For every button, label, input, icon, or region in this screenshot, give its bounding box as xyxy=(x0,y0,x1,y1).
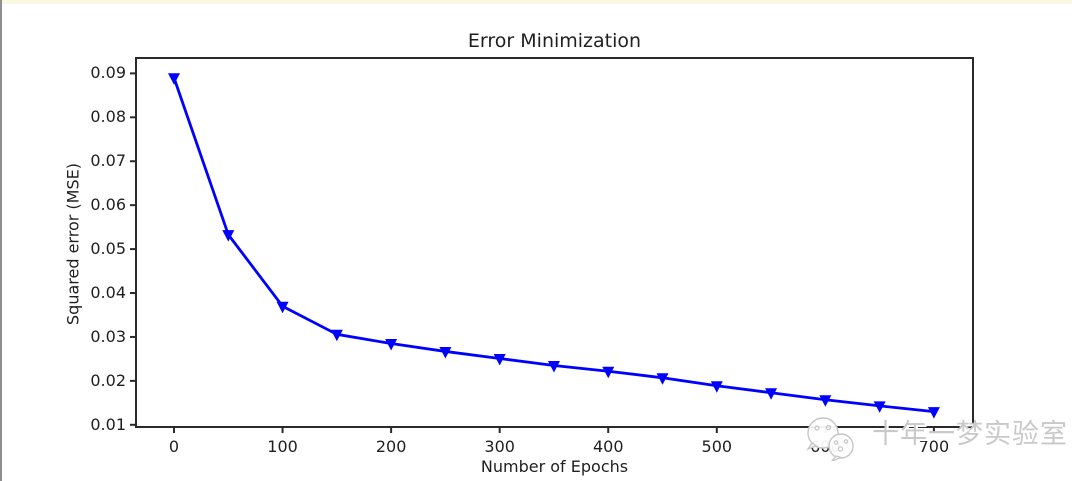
data-point-marker xyxy=(493,353,506,366)
x-tick-label: 300 xyxy=(484,437,515,456)
x-tick-label: 700 xyxy=(918,437,950,456)
y-tick-label: 0.05 xyxy=(90,239,126,259)
data-point-marker xyxy=(276,301,289,314)
data-point-marker xyxy=(167,73,180,85)
data-point-marker xyxy=(656,373,669,385)
data-point-marker xyxy=(927,407,940,419)
data-point-marker xyxy=(819,395,832,407)
left-border xyxy=(0,0,2,481)
data-point-marker xyxy=(602,366,615,379)
x-tick-label: 100 xyxy=(267,437,298,456)
y-tick-label: 0.03 xyxy=(90,326,126,346)
data-point-marker xyxy=(385,339,398,351)
chart-title: Error Minimization xyxy=(467,30,642,52)
y-tick-label: 0.01 xyxy=(90,414,126,434)
y-tick-label: 0.09 xyxy=(90,63,126,83)
y-tick-label: 0.06 xyxy=(90,195,126,215)
x-axis-label: Number of Epochs xyxy=(480,457,629,476)
x-tick-label: 500 xyxy=(701,437,733,456)
x-tick-label: 600 xyxy=(810,437,841,456)
data-point-marker xyxy=(765,388,778,400)
data-point-marker xyxy=(873,401,886,413)
x-tick-label: 200 xyxy=(375,437,407,456)
data-point-marker xyxy=(330,329,343,342)
y-tick-label: 0.08 xyxy=(90,107,126,127)
data-point-marker xyxy=(710,381,723,393)
y-tick-label: 0.07 xyxy=(90,151,126,171)
y-tick-label: 0.02 xyxy=(90,370,126,390)
x-tick-label: 400 xyxy=(592,437,624,456)
data-point-marker xyxy=(222,230,235,242)
y-tick-label: 0.04 xyxy=(90,283,126,303)
x-tick-label: 0 xyxy=(168,437,180,456)
data-point-marker xyxy=(439,346,452,359)
data-point-marker xyxy=(547,361,560,373)
top-strip xyxy=(0,0,1072,4)
plot-spines xyxy=(135,57,974,428)
